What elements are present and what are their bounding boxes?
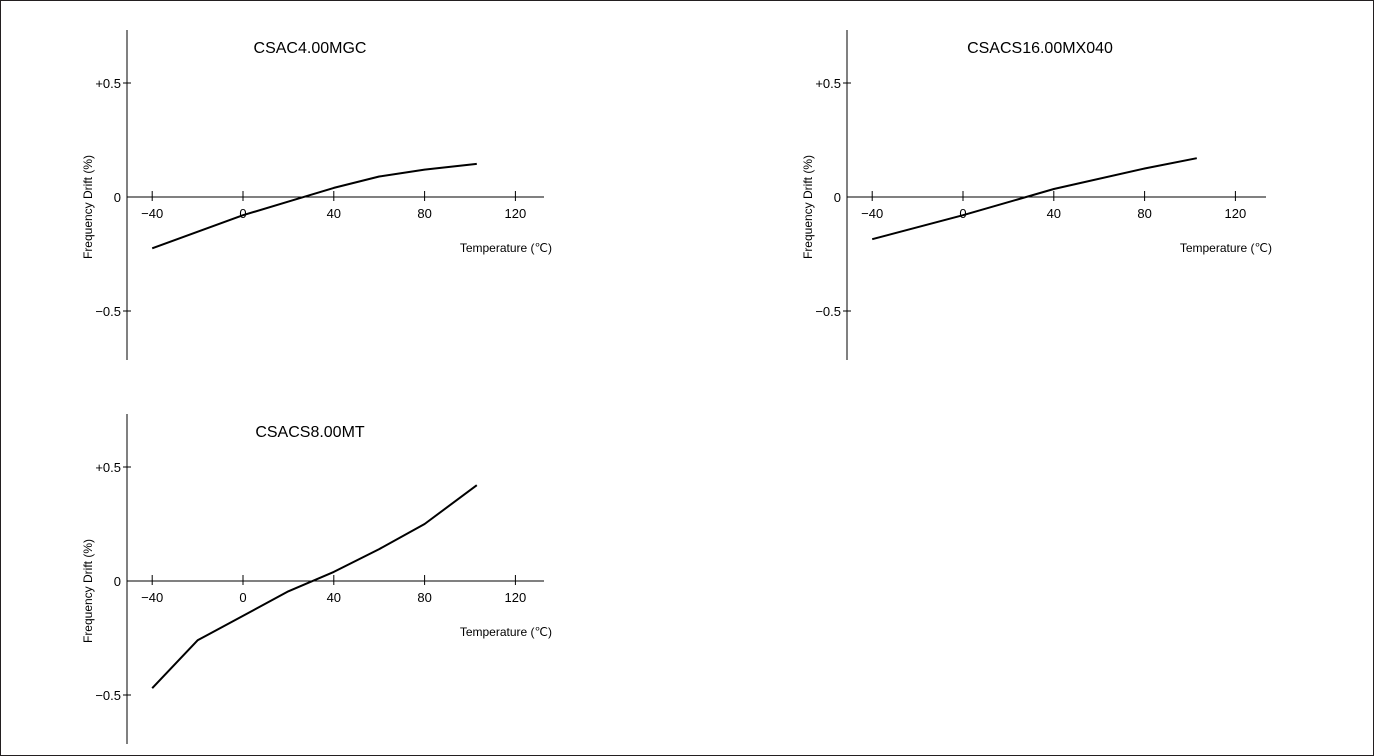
y-tick-label: 0 [834, 190, 841, 205]
x-tick-label: 40 [1047, 206, 1061, 221]
series-line [151, 484, 478, 689]
x-tick-label: 80 [1137, 206, 1151, 221]
x-tick-label: −40 [861, 206, 883, 221]
y-tick-label: −0.5 [95, 304, 121, 319]
x-tick-label: 0 [959, 206, 966, 221]
x-axis-label: Temperature (℃) [1180, 241, 1272, 255]
x-tick-label: 40 [327, 590, 341, 605]
x-tick-label: 0 [239, 590, 246, 605]
x-tick-label: −40 [141, 206, 163, 221]
y-tick-label: +0.5 [95, 76, 121, 91]
x-tick-label: 80 [417, 206, 431, 221]
y-tick-label: 0 [114, 574, 121, 589]
x-tick-label: 120 [1225, 206, 1247, 221]
y-axis-label: Frequency Drift (%) [801, 155, 815, 259]
chart-title: CSAC4.00MGC [254, 40, 367, 57]
x-tick-label: 40 [327, 206, 341, 221]
y-axis-label: Frequency Drift (%) [81, 155, 95, 259]
y-tick-label: −0.5 [815, 304, 841, 319]
y-tick-label: +0.5 [95, 460, 121, 475]
x-tick-label: −40 [141, 590, 163, 605]
x-axis-label: Temperature (℃) [460, 625, 552, 639]
chart-csacs16-00mx040: CSACS16.00MX040 Temperature (℃) Frequenc… [801, 30, 1272, 360]
chart-csacs8-00mt: CSACS8.00MT Temperature (℃) Frequency Dr… [81, 414, 552, 744]
x-tick-label: 120 [505, 206, 527, 221]
x-tick-label: 0 [239, 206, 246, 221]
series-line [871, 157, 1197, 241]
series-line [151, 162, 477, 250]
y-tick-label: 0 [114, 190, 121, 205]
chart-title: CSACS16.00MX040 [967, 40, 1113, 57]
y-axis-label: Frequency Drift (%) [81, 539, 95, 643]
chart-csac4-00mgc: CSAC4.00MGC Temperature (℃) Frequency Dr… [81, 30, 552, 360]
y-tick-label: +0.5 [815, 76, 841, 91]
x-axis-label: Temperature (℃) [460, 241, 552, 255]
chart-title: CSACS8.00MT [255, 424, 365, 441]
x-tick-label: 120 [505, 590, 527, 605]
y-tick-label: −0.5 [95, 688, 121, 703]
x-tick-label: 80 [417, 590, 431, 605]
